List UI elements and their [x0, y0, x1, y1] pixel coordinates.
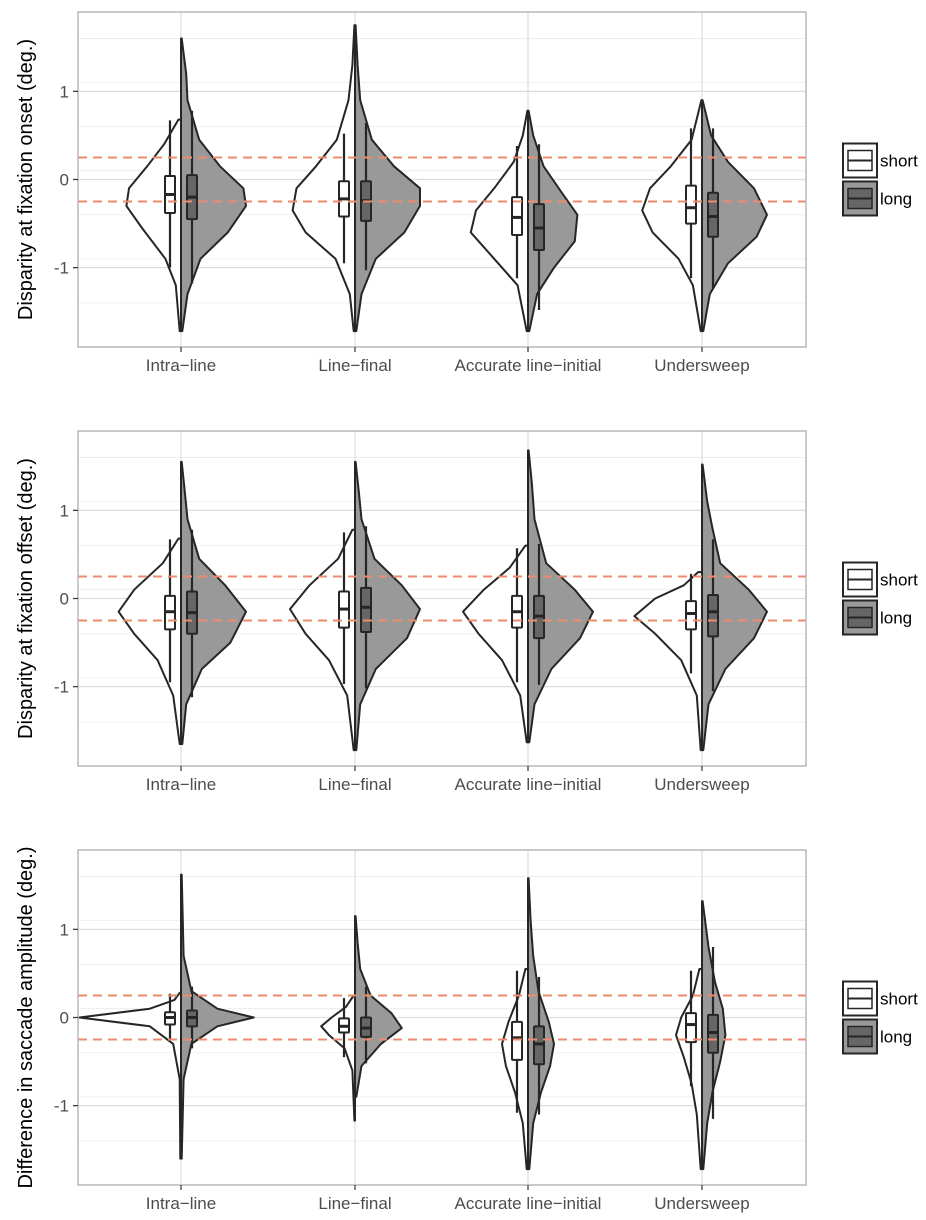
- violin-long-2: [354, 24, 421, 333]
- legend: short long: [842, 561, 918, 636]
- legend: short long: [842, 142, 918, 217]
- legend-label-long: long: [880, 609, 912, 628]
- violin-long-1: [180, 37, 247, 333]
- legend-label-long: long: [880, 190, 912, 209]
- y-axis-title: Difference in saccade amplitude (deg.): [15, 846, 37, 1188]
- violin-long-2: [354, 460, 421, 752]
- violin-short-2: [289, 528, 356, 752]
- y-tick-label: 0: [60, 590, 69, 609]
- y-tick-label: 1: [60, 501, 69, 520]
- x-tick-label: Line−final: [318, 1194, 391, 1213]
- legend-label-short: short: [880, 152, 918, 171]
- legend: short long: [842, 980, 918, 1055]
- x-tick-label: Undersweep: [654, 1194, 749, 1213]
- x-tick-label: Intra−line: [146, 1194, 216, 1213]
- y-axis-title: Disparity at fixation offset (deg.): [15, 458, 37, 739]
- box-short-4: [685, 184, 697, 225]
- violin-short-3: [501, 968, 529, 1171]
- box-short-4: [685, 1012, 697, 1044]
- legend-label-long: long: [880, 1028, 912, 1047]
- violin-long-1: [180, 873, 255, 1160]
- violin-long-3: [527, 877, 555, 1171]
- chart-panel-1: -1 0 1 Intra−line Line−final Accurate line−in…: [15, 11, 918, 375]
- y-tick-label: 0: [60, 171, 69, 190]
- violin-short-1: [117, 537, 182, 745]
- y-axis-title: Disparity at fixation onset (deg.): [15, 39, 37, 320]
- violin-long-3: [527, 449, 594, 744]
- x-tick-label: Line−final: [318, 356, 391, 375]
- y-tick-label: -1: [54, 1097, 69, 1116]
- violin-long-4: [701, 463, 768, 752]
- y-tick-label: 1: [60, 920, 69, 939]
- violin-long-1: [180, 460, 247, 745]
- x-tick-label: Intra−line: [146, 356, 216, 375]
- violin-short-3: [462, 544, 529, 744]
- box-long-4: [707, 593, 719, 638]
- x-tick-label: Accurate line−initial: [455, 1194, 602, 1213]
- x-tick-label: Intra−line: [146, 775, 216, 794]
- x-tick-label: Undersweep: [654, 356, 749, 375]
- box-short-3: [511, 1020, 523, 1061]
- y-tick-label: 1: [60, 82, 69, 101]
- chart-panel-3: -1 0 1 Intra−line Line−final Accurate line−in…: [15, 846, 918, 1213]
- box-long-2: [360, 586, 372, 634]
- x-tick-label: Accurate line−initial: [455, 356, 602, 375]
- legend-label-short: short: [880, 990, 918, 1009]
- legend-label-short: short: [880, 571, 918, 590]
- y-tick-label: -1: [54, 259, 69, 278]
- box-long-4: [707, 191, 719, 238]
- box-short-4: [685, 600, 697, 631]
- chart-panel-2: -1 0 1 Intra−line Line−final Accurate line−in…: [15, 430, 918, 794]
- x-tick-label: Accurate line−initial: [455, 775, 602, 794]
- x-tick-label: Line−final: [318, 775, 391, 794]
- violin-short-1: [125, 118, 182, 333]
- x-tick-label: Undersweep: [654, 775, 749, 794]
- y-tick-label: 0: [60, 1009, 69, 1028]
- violin-long-3: [527, 109, 579, 333]
- y-tick-label: -1: [54, 678, 69, 697]
